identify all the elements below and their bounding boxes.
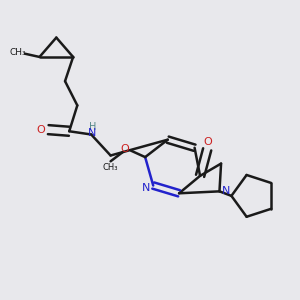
Text: N: N: [88, 128, 96, 138]
Text: N: N: [142, 183, 150, 193]
Text: CH₃: CH₃: [103, 163, 118, 172]
Text: H: H: [89, 122, 97, 132]
Text: O: O: [204, 137, 212, 147]
Text: O: O: [36, 124, 45, 135]
Text: CH₃: CH₃: [9, 48, 26, 57]
Text: N: N: [222, 186, 230, 196]
Text: O: O: [121, 144, 130, 154]
